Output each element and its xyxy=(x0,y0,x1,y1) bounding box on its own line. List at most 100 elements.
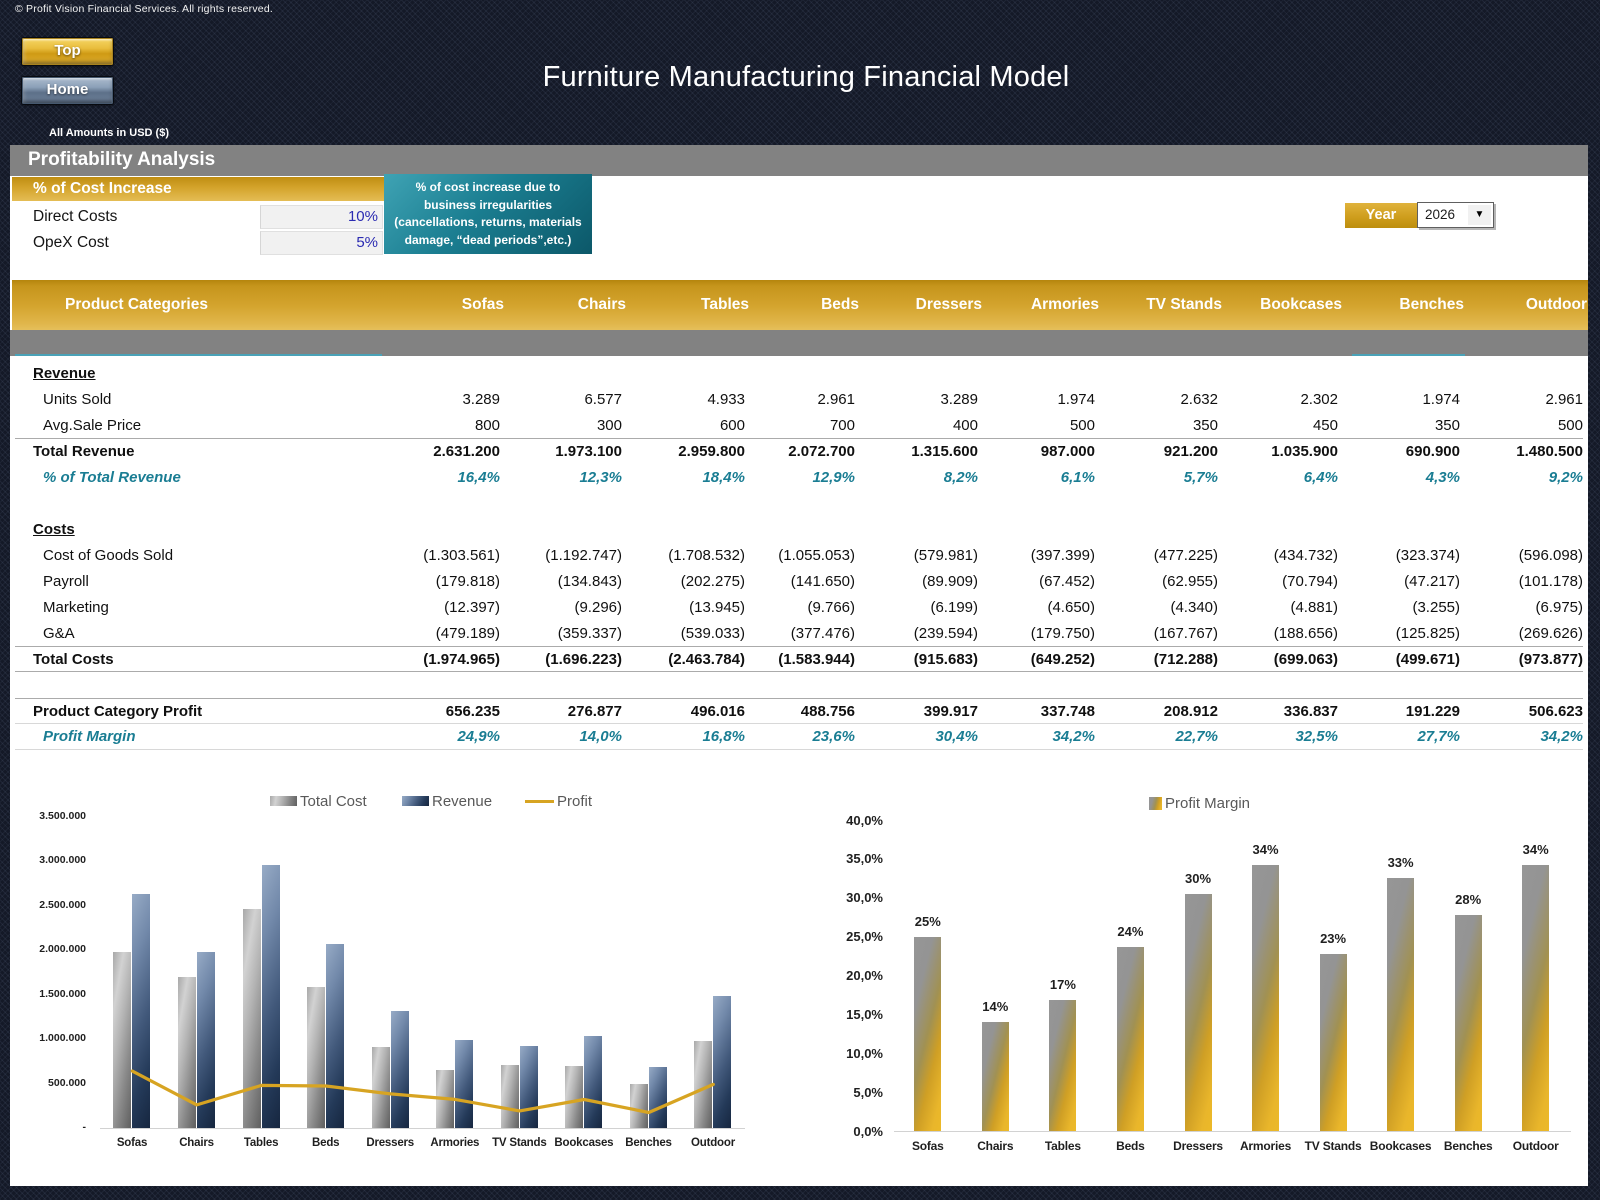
bar-data-label: 34% xyxy=(1252,841,1279,857)
legend-label: Profit Margin xyxy=(1165,794,1251,812)
bar-revenue xyxy=(584,1035,603,1128)
table-cell: 690.900 xyxy=(1405,443,1460,460)
bar-total-cost xyxy=(113,952,132,1128)
table-cell: (2.463.784) xyxy=(668,650,745,668)
cost-increase-header: % of Cost Increase xyxy=(12,177,385,201)
x-axis-label: TV Stands xyxy=(492,1137,547,1149)
table-row: Profit Margin 24,9% 14,0% 16,8% 23,6% 30,4% 34… xyxy=(15,724,1583,750)
table-cell: (539.033) xyxy=(680,624,745,642)
table-cell: 921.200 xyxy=(1163,443,1218,460)
table-cell: (499.671) xyxy=(1395,650,1460,668)
chart-plot-area xyxy=(894,821,1571,1132)
legend-label: Total Cost xyxy=(300,792,367,810)
x-axis-label: Tables xyxy=(1044,1139,1081,1153)
direct-costs-input[interactable]: 10% xyxy=(260,205,383,229)
table-cell: (269.626) xyxy=(1518,624,1583,642)
table-cell: 34,2% xyxy=(1540,728,1583,745)
legend-bar-swatch xyxy=(270,796,297,806)
row-label: G&A xyxy=(43,624,75,642)
table-cell: 30,4% xyxy=(935,728,978,745)
table-cell: 337.748 xyxy=(1040,702,1095,720)
table-cell: 6,1% xyxy=(1060,468,1095,486)
table-cell: 14,0% xyxy=(579,728,622,745)
opex-cost-input[interactable]: 5% xyxy=(260,231,383,255)
column-header-armories: Armories xyxy=(1030,296,1099,313)
table-cell: 450 xyxy=(1312,416,1338,434)
bar-revenue xyxy=(648,1066,667,1128)
table-cell: 2.632 xyxy=(1180,390,1218,408)
legend-item-profit-margin: Profit Margin xyxy=(1149,794,1251,812)
x-axis-label: TV Stands xyxy=(1304,1139,1362,1153)
table-cell: (6.199) xyxy=(930,598,978,616)
y-axis-label: 3.500.000 xyxy=(39,809,86,822)
bar-profit-margin xyxy=(1049,1000,1077,1131)
y-axis-label: 2.500.000 xyxy=(39,898,86,911)
table-cell: (47.217) xyxy=(1404,572,1460,590)
table-cell: (479.189) xyxy=(435,624,500,642)
bar-total-cost xyxy=(500,1064,519,1128)
bar-total-cost xyxy=(371,1046,390,1128)
row-label: Revenue xyxy=(33,364,96,382)
year-dropdown[interactable]: 2026 ▼ xyxy=(1417,202,1494,228)
top-button[interactable]: Top xyxy=(22,38,113,65)
home-button-label: Home xyxy=(46,81,89,98)
bar-profit-margin xyxy=(1184,894,1212,1131)
home-button[interactable]: Home xyxy=(22,77,113,104)
row-label: Units Sold xyxy=(43,390,112,408)
y-axis-label: 1.500.000 xyxy=(39,987,86,1000)
top-button-label: Top xyxy=(54,42,81,59)
table-cell: 2.302 xyxy=(1300,390,1338,408)
bar-revenue xyxy=(455,1040,474,1128)
x-axis-label: Tables xyxy=(243,1137,279,1149)
table-cell: 22,7% xyxy=(1175,728,1218,745)
row-label: Total Revenue xyxy=(33,443,135,460)
x-axis-label: Sofas xyxy=(116,1137,148,1149)
dropdown-arrow-icon[interactable]: ▼ xyxy=(1468,205,1491,225)
note-line: damage, “dead periods”,etc.) xyxy=(404,232,572,247)
section-header: Profitability Analysis xyxy=(10,145,1588,176)
bar-data-label: 33% xyxy=(1387,854,1414,870)
table-cell: 8,2% xyxy=(943,468,978,486)
table-cell: 500 xyxy=(1557,416,1583,434)
column-header-dressers: Dressers xyxy=(915,296,982,313)
table-cell: (649.252) xyxy=(1030,650,1095,668)
table-cell: (179.750) xyxy=(1030,624,1095,642)
bar-revenue xyxy=(713,996,732,1128)
bar-data-label: 25% xyxy=(914,914,941,930)
x-axis-label: Bookcases xyxy=(554,1137,614,1149)
table-cell: 656.235 xyxy=(445,702,500,720)
table-cell: 34,2% xyxy=(1052,728,1095,745)
x-axis-label: Beds xyxy=(1116,1139,1145,1153)
copyright-note: © Profit Vision Financial Services. All … xyxy=(15,3,274,15)
table-header-row: Product Categories Sofas Chairs Tables Beds D… xyxy=(12,280,1588,330)
x-axis-label: Dressers xyxy=(1173,1139,1223,1153)
row-label: Payroll xyxy=(43,572,89,590)
table-row: Payroll (179.818) (134.843) (202.275) (141.6… xyxy=(15,568,1583,594)
table-cell: 800 xyxy=(474,416,500,434)
y-axis-label: 15,0% xyxy=(846,1007,883,1023)
legend-bar-swatch xyxy=(402,796,429,806)
table-cell: (377.476) xyxy=(790,624,855,642)
x-axis-label: Bookcases xyxy=(1369,1139,1432,1153)
table-row: % of Total Revenue 16,4% 12,3% 18,4% 12,9% 8,… xyxy=(15,464,1583,490)
column-header-beds: Beds xyxy=(821,296,859,313)
table-cell: (1.055.053) xyxy=(778,546,855,564)
table-cell: 4,3% xyxy=(1425,468,1460,486)
bar-data-label: 34% xyxy=(1522,841,1549,857)
table-cell: 3.289 xyxy=(940,390,978,408)
x-axis-label: Outdoor xyxy=(1512,1139,1559,1153)
table-cell: (141.650) xyxy=(790,572,855,590)
table-cell: (3.255) xyxy=(1412,598,1460,616)
line-profit xyxy=(130,1069,715,1114)
table-cell: (67.452) xyxy=(1039,572,1095,590)
bar-data-label: 28% xyxy=(1455,892,1482,908)
row-label: Costs xyxy=(33,520,75,538)
table-cell: (125.825) xyxy=(1395,624,1460,642)
note-line: (cancellations, returns, materials xyxy=(394,215,582,229)
cost-increase-note: % of cost increase due to business irreg… xyxy=(384,174,592,254)
x-axis-label: Benches xyxy=(1443,1139,1493,1153)
table-cell: (712.288) xyxy=(1153,650,1218,668)
table-cell: 496.016 xyxy=(690,702,745,720)
bar-data-label: 24% xyxy=(1117,924,1144,940)
